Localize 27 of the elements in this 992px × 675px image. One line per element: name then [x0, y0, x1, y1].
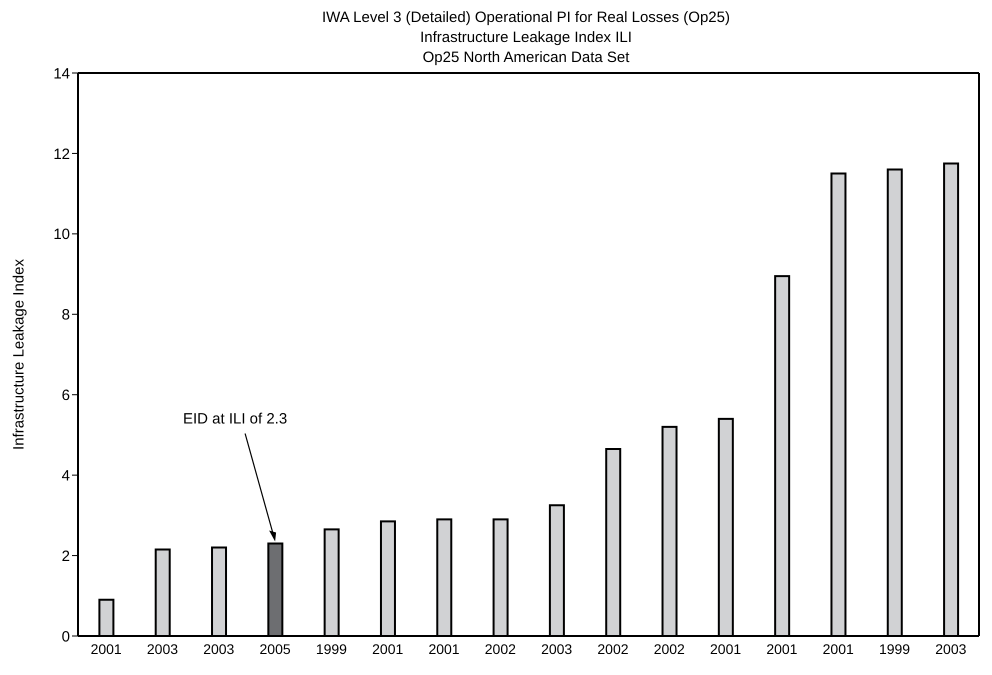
x-tick-label: 1999 [878, 640, 910, 657]
x-tick-label: 2001 [822, 640, 854, 657]
chart-title: IWA Level 3 (Detailed) Operational PI for Real Losses (Op25) Infrastructure Leakage Index ILI Op25 North American Data Set [321, 8, 731, 66]
y-tick-label: 4 [62, 467, 70, 484]
y-tick-label: 8 [62, 306, 70, 324]
x-tick-label: 2003 [146, 640, 178, 657]
x-tick-label: 2005 [260, 640, 291, 657]
x-tick-label: 1999 [316, 640, 348, 657]
y-tick-label: 2 [62, 548, 70, 565]
x-tick-label: 2003 [541, 640, 572, 657]
annotation: EID at ILI of 2.3 [182, 410, 288, 428]
x-tick-label: 2002 [597, 640, 629, 657]
x-tick-label: 2002 [484, 640, 516, 657]
x-tick-label: 2001 [372, 640, 404, 657]
x-tick-label: 2001 [428, 640, 460, 657]
x-tick-label: 2003 [935, 640, 967, 657]
y-tick-label: 0 [62, 628, 70, 646]
x-tick-label: 2001 [90, 640, 122, 657]
y-axis-title: Infrastructure Leakage Index [10, 258, 28, 450]
y-tick-label: 10 [53, 226, 70, 244]
y-tick-label: 6 [62, 387, 70, 404]
x-tick-label: 2001 [766, 640, 798, 657]
y-tick-label: 12 [53, 146, 70, 163]
x-tick-label: 2002 [654, 640, 686, 657]
x-tick-label: 2003 [203, 640, 235, 657]
y-tick-label: 14 [53, 65, 70, 82]
x-tick-label: 2001 [710, 640, 742, 657]
